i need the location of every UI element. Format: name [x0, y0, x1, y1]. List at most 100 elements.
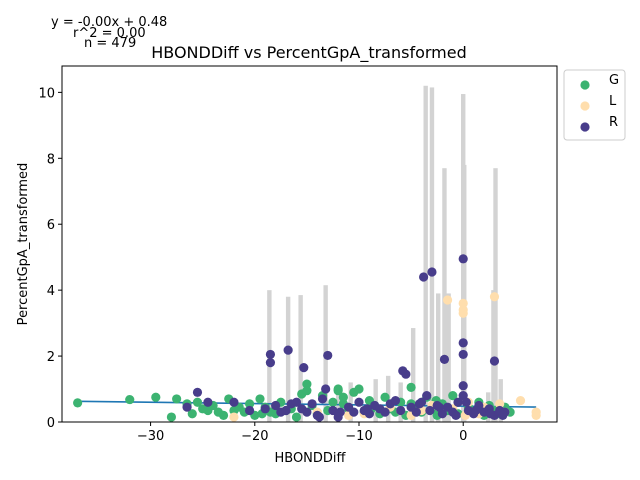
data-point-G [328, 397, 338, 407]
data-point-R [265, 349, 276, 360]
bar [442, 168, 447, 422]
data-point-R [321, 384, 331, 394]
data-point-R [411, 407, 421, 417]
data-point-G [218, 410, 229, 421]
data-point-R [471, 405, 481, 416]
data-point-R [323, 350, 333, 361]
data-point-R [229, 397, 239, 407]
data-point-R [203, 397, 213, 407]
data-point-G [380, 392, 390, 402]
data-point-R [458, 349, 468, 360]
y-axis-label: PercentGpA_transformed [16, 163, 31, 326]
y-axis-ticks: 0 2 4 6 8 10 [38, 86, 62, 431]
y-tick-label: 4 [47, 284, 55, 299]
data-point-R [314, 412, 324, 422]
data-point-R [390, 395, 401, 406]
bar [348, 382, 353, 422]
x-axis-ticks: −30 −20 −10 0 [137, 422, 467, 444]
data-point-R [244, 405, 255, 416]
data-point-R [265, 358, 276, 368]
data-point-R [328, 405, 338, 416]
data-point-L [531, 410, 541, 421]
data-point-R [458, 338, 468, 348]
legend-items: GLR [580, 73, 619, 132]
data-point-R [425, 405, 435, 416]
legend-box [563, 69, 626, 141]
r2-annotation: r^2 = 0.00 [73, 26, 146, 41]
bar [335, 389, 341, 422]
data-point-R [458, 254, 468, 264]
bar [423, 85, 428, 423]
data-point-G [172, 394, 182, 404]
data-point-R [354, 397, 364, 407]
data-point-G [255, 394, 265, 404]
y-tick-label: 2 [47, 350, 55, 365]
axes-frame [61, 65, 558, 423]
data-point-R [461, 397, 471, 407]
plot-area [73, 85, 541, 423]
data-point-L [458, 308, 468, 318]
data-point-G [302, 379, 312, 389]
data-point-R [299, 363, 309, 373]
data-point-R [335, 407, 345, 417]
data-point-L [229, 412, 239, 422]
bar [298, 295, 303, 422]
data-point-R [281, 405, 291, 416]
data-point-L [458, 298, 468, 308]
data-point-R [439, 354, 450, 364]
points-layer [73, 254, 541, 422]
data-point-R [182, 402, 192, 412]
data-point-L [495, 399, 505, 409]
data-point-G [448, 391, 458, 401]
data-point-R [414, 399, 425, 409]
equation-annotation: y = -0.00x + 0.48 [51, 15, 167, 30]
data-point-G [151, 392, 161, 402]
data-point-G [406, 382, 416, 392]
n-annotation: n = 479 [84, 36, 136, 51]
data-point-L [515, 395, 526, 406]
data-point-R [362, 404, 372, 414]
data-point-L [489, 292, 500, 302]
data-point-G [291, 412, 302, 422]
legend-label-L: L [609, 94, 617, 109]
bar [373, 379, 378, 422]
data-point-R [451, 410, 461, 421]
data-point-G [166, 412, 177, 422]
data-point-R [422, 391, 432, 401]
bar [462, 164, 467, 422]
data-point-R [302, 407, 312, 417]
x-tick-label: −20 [241, 429, 268, 444]
chart-title: HBONDDiff vs PercentGpA_transformed [151, 43, 467, 63]
data-point-R [489, 356, 500, 366]
data-point-R [260, 404, 270, 414]
data-point-G [187, 409, 197, 419]
data-point-G [73, 398, 83, 408]
data-point-R [307, 399, 317, 409]
data-point-R [271, 400, 281, 411]
bar [410, 328, 416, 422]
data-point-G [354, 384, 364, 394]
data-point-G [125, 394, 135, 405]
x-axis-label: HBONDDiff [274, 451, 346, 466]
legend: GLR [563, 69, 626, 141]
y-tick-label: 6 [47, 218, 55, 233]
data-point-R [396, 405, 406, 416]
data-point-G [244, 399, 255, 409]
data-point-R [380, 407, 390, 417]
data-point-R [498, 410, 508, 421]
legend-label-R: R [609, 115, 618, 130]
data-point-G [333, 384, 343, 394]
data-point-R [458, 381, 468, 391]
data-point-R [291, 397, 302, 407]
legend-marker-G [580, 80, 590, 90]
bar [285, 296, 291, 422]
data-point-R [453, 397, 463, 407]
data-point-R [283, 345, 293, 355]
data-point-R [401, 369, 411, 379]
data-point-R [434, 402, 444, 412]
legend-marker-L [580, 101, 590, 111]
data-point-L [442, 295, 453, 305]
data-point-R [419, 272, 429, 282]
